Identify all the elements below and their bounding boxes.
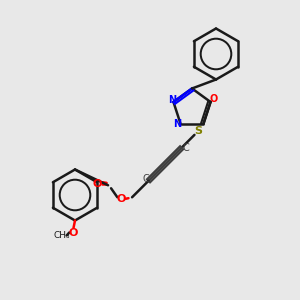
Text: CH₃: CH₃ (53, 231, 70, 240)
Text: O: O (117, 194, 126, 204)
Text: S: S (194, 126, 202, 136)
Text: C: C (142, 174, 149, 184)
Text: O: O (93, 179, 102, 189)
Text: C: C (183, 143, 189, 153)
Text: N: N (173, 119, 181, 129)
Text: N: N (168, 95, 176, 106)
Text: O: O (209, 94, 218, 104)
Text: O: O (69, 227, 78, 238)
